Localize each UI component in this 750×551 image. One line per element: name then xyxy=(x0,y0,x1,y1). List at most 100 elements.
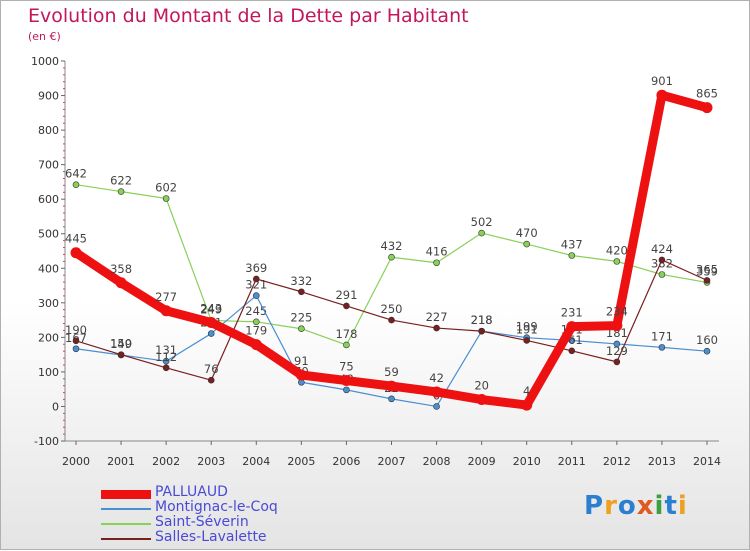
y-tick-label: 1000 xyxy=(31,55,59,68)
x-tick-label: 2000 xyxy=(62,455,90,468)
data-label: 291 xyxy=(335,288,357,302)
data-point xyxy=(431,386,443,398)
data-label: 112 xyxy=(155,350,177,364)
x-tick-label: 2012 xyxy=(603,455,631,468)
data-point xyxy=(613,258,621,265)
y-tick-label: 0 xyxy=(52,400,59,413)
data-label: 470 xyxy=(516,226,538,240)
x-tick-label: 2010 xyxy=(513,455,541,468)
data-point xyxy=(160,305,172,317)
logo-letter: x xyxy=(636,491,655,521)
data-label: 249 xyxy=(200,302,222,316)
data-point xyxy=(658,344,666,351)
legend-item-saint-severin: Saint-Séverin xyxy=(101,514,361,531)
legend-label: Montignac-le-Coq xyxy=(155,499,278,515)
legend-item-salles-lavalette: Salles-Lavalette xyxy=(101,529,361,546)
data-label: 91 xyxy=(294,354,309,368)
data-label: 359 xyxy=(696,264,718,278)
data-label: 129 xyxy=(606,344,628,358)
data-point xyxy=(72,345,80,353)
data-label: 502 xyxy=(471,215,493,229)
legend-item-montignac-le-coq: Montignac-le-Coq xyxy=(101,499,361,516)
x-tick-label: 2009 xyxy=(468,455,496,468)
data-point xyxy=(701,102,713,114)
y-tick-label: 900 xyxy=(38,90,59,103)
data-label: 901 xyxy=(651,74,673,88)
data-label: 225 xyxy=(290,311,312,325)
data-point xyxy=(703,277,711,284)
data-label: 218 xyxy=(471,313,493,327)
data-point xyxy=(250,339,262,351)
data-label: 234 xyxy=(606,305,628,319)
data-point xyxy=(117,351,125,358)
data-label: 277 xyxy=(155,290,177,304)
legend-swatch xyxy=(101,538,151,540)
data-label: 369 xyxy=(245,261,267,275)
data-point xyxy=(611,320,623,332)
data-point xyxy=(613,358,621,366)
data-label: 20 xyxy=(474,379,489,393)
x-tick-label: 2007 xyxy=(378,455,406,468)
data-label: 365 xyxy=(696,262,718,276)
x-tick-label: 2001 xyxy=(107,455,135,468)
data-point xyxy=(433,403,440,410)
data-point xyxy=(478,327,485,335)
data-label: 149 xyxy=(110,337,132,351)
data-label: 218 xyxy=(471,313,493,327)
data-label: 420 xyxy=(606,243,628,257)
x-tick-label: 2005 xyxy=(287,455,315,468)
x-tick-label: 2004 xyxy=(242,455,270,468)
data-point xyxy=(658,271,666,278)
data-point xyxy=(295,369,307,381)
data-label: 150 xyxy=(110,337,132,351)
data-point xyxy=(162,195,170,202)
y-tick-label: -100 xyxy=(34,435,59,448)
data-point xyxy=(207,330,215,337)
data-point xyxy=(70,247,82,259)
data-point xyxy=(252,318,260,326)
data-label: 131 xyxy=(155,343,177,357)
data-label: 358 xyxy=(110,262,132,276)
x-tick-label: 2011 xyxy=(558,455,586,468)
data-point xyxy=(298,288,305,296)
data-point xyxy=(658,256,666,264)
legend-label: Salles-Lavalette xyxy=(155,529,267,545)
chart-subtitle: (en €) xyxy=(28,30,61,43)
y-tick-label: 200 xyxy=(38,331,59,344)
data-point xyxy=(523,240,531,248)
data-label: 190 xyxy=(65,323,87,337)
data-point xyxy=(252,275,260,283)
data-point xyxy=(205,317,217,329)
proxiti-logo: Proxiti xyxy=(584,491,688,521)
logo-letter: o xyxy=(617,491,637,521)
data-label: 432 xyxy=(381,239,403,253)
data-point xyxy=(340,375,352,387)
data-point xyxy=(388,316,395,324)
data-point xyxy=(115,277,127,289)
data-point xyxy=(162,357,170,365)
chart-title: Evolution du Montant de la Dette par Hab… xyxy=(28,5,469,27)
data-point xyxy=(656,89,668,101)
y-tick-label: 800 xyxy=(38,124,59,137)
x-tick-label: 2003 xyxy=(197,455,225,468)
logo-letter: t xyxy=(664,491,678,521)
data-label: 4 xyxy=(523,384,530,398)
data-point xyxy=(521,399,533,411)
data-label: 382 xyxy=(651,256,673,270)
data-label: 602 xyxy=(155,180,177,194)
data-point xyxy=(523,337,531,344)
data-label: 160 xyxy=(696,333,718,347)
data-label: 445 xyxy=(65,232,87,246)
logo-letter: i xyxy=(677,491,688,521)
data-point xyxy=(613,340,621,348)
data-label: 231 xyxy=(561,306,583,320)
data-point xyxy=(476,394,488,406)
y-tick-label: 100 xyxy=(38,366,59,379)
legend-label: Saint-Séverin xyxy=(155,514,249,530)
data-label: 642 xyxy=(65,167,87,181)
data-point xyxy=(478,229,485,237)
data-point xyxy=(72,337,80,345)
y-tick-label: 700 xyxy=(38,159,59,172)
y-tick-label: 500 xyxy=(38,228,59,241)
